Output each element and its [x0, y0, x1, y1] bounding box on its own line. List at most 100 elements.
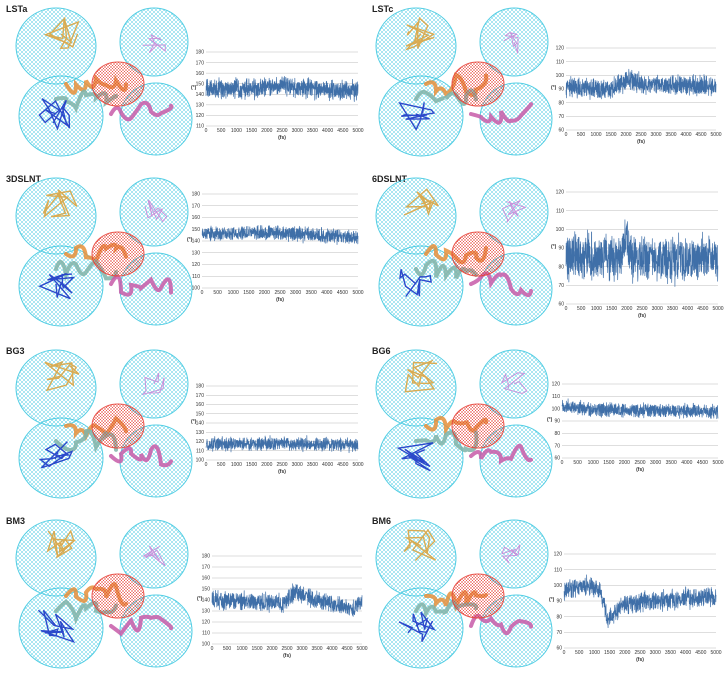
y-axis-label: (°) — [547, 417, 553, 423]
x-tick-label: 1500 — [251, 646, 262, 652]
x-tick-label: 1500 — [605, 132, 616, 138]
x-tick-label: 3000 — [290, 290, 301, 296]
y-tick-label: 120 — [196, 113, 205, 119]
x-tick-label: 1000 — [590, 132, 601, 138]
x-tick-label: 2500 — [634, 650, 645, 656]
x-tick-label: 0 — [201, 290, 204, 296]
y-tick-label: 150 — [192, 227, 201, 233]
x-tick-label: 1000 — [236, 646, 247, 652]
dihedral-angle-chart: 100 110 120 130 140 150 160 170 180 0 500 1000 1500 2… — [197, 554, 368, 659]
x-tick-label: 4000 — [682, 306, 693, 312]
panel-lsta: LSTa 110 120 130 140 150 160 170 180 0 500 1000 1500… — [0, 0, 364, 170]
x-tick-label: 4500 — [697, 460, 708, 466]
y-axis-label: (°) — [551, 244, 557, 250]
panel-bg3: BG3 100 110 120 130 140 150 160 170 180 0 500 1000 15… — [0, 342, 364, 512]
x-tick-label: 1500 — [246, 128, 257, 134]
x-tick-label: 5000 — [352, 128, 363, 134]
panel-title: 6DSLNT — [372, 174, 408, 184]
x-axis-label: (fs) — [637, 139, 645, 145]
x-tick-label: 3500 — [311, 646, 322, 652]
molecule-view — [366, 174, 556, 339]
x-tick-label: 0 — [563, 650, 566, 656]
x-tick-label: 3000 — [292, 128, 303, 134]
series-line — [565, 68, 717, 100]
y-tick-label: 100 — [192, 286, 201, 292]
x-axis-label: (fs) — [276, 297, 284, 303]
x-tick-label: 5000 — [356, 646, 367, 652]
dihedral-angle-chart: 100 110 120 130 140 150 160 170 180 0 500 1000 1500 2… — [187, 192, 364, 303]
x-tick-label: 4500 — [695, 132, 706, 138]
x-tick-label: 4500 — [697, 306, 708, 312]
density-mesh — [378, 587, 464, 669]
series-line — [211, 583, 363, 617]
y-tick-label: 100 — [202, 642, 211, 648]
y-tick-label: 60 — [558, 302, 564, 308]
y-tick-label: 180 — [192, 192, 201, 198]
x-tick-label: 2500 — [636, 306, 647, 312]
chart-bg3: 100 110 120 130 140 150 160 170 180 0 500 1000 1500 2… — [190, 382, 364, 475]
x-axis-label: (fs) — [278, 469, 286, 475]
x-tick-label: 4500 — [341, 646, 352, 652]
y-tick-label: 90 — [554, 419, 560, 425]
x-tick-label: 1000 — [231, 462, 242, 468]
molecule-view — [6, 346, 196, 511]
x-tick-label: 5000 — [712, 460, 723, 466]
x-tick-label: 3000 — [652, 306, 663, 312]
dihedral-angle-chart: 60 70 80 90 100 110 120 0 500 1000 1500 2000 2500 300… — [549, 552, 722, 663]
panel-bm3: BM3 100 110 120 130 140 150 160 170 180 0 500 1000 15… — [0, 512, 368, 682]
panel-title: BM3 — [6, 516, 26, 526]
panel-title: BG6 — [372, 346, 391, 356]
molecule-view — [6, 174, 196, 339]
panel-lstc: LSTc 60 70 80 90 100 110 120 0 500 1000 1500 2000 250… — [362, 0, 726, 170]
density-mesh — [375, 349, 457, 427]
x-tick-label: 5000 — [710, 132, 721, 138]
y-tick-label: 160 — [202, 576, 211, 582]
y-tick-label: 140 — [202, 598, 211, 604]
panel-title: LSTa — [6, 4, 28, 14]
y-tick-label: 70 — [554, 443, 560, 449]
binding-site-mesh — [91, 61, 145, 107]
y-tick-label: 70 — [558, 114, 564, 120]
x-axis-label: (fs) — [636, 657, 644, 663]
y-tick-label: 120 — [202, 620, 211, 626]
x-tick-label: 3500 — [666, 460, 677, 466]
x-axis-label: (fs) — [278, 135, 286, 141]
y-tick-label: 80 — [556, 614, 562, 620]
protein-structure-image — [15, 519, 193, 669]
y-tick-label: 110 — [556, 59, 564, 65]
y-tick-label: 110 — [202, 631, 210, 637]
y-tick-label: 170 — [196, 393, 205, 399]
density-mesh — [119, 82, 193, 156]
x-tick-label: 3500 — [665, 132, 676, 138]
density-mesh — [15, 7, 97, 85]
protein-structure-image — [375, 7, 553, 157]
x-tick-label: 2500 — [635, 132, 646, 138]
x-tick-label: 4000 — [680, 650, 691, 656]
x-tick-label: 5000 — [352, 462, 363, 468]
x-tick-label: 2000 — [259, 290, 270, 296]
x-tick-label: 0 — [561, 460, 564, 466]
x-tick-label: 3500 — [306, 290, 317, 296]
dihedral-angle-chart: 110 120 130 140 150 160 170 180 0 500 1000 1500 2000… — [191, 50, 364, 141]
x-tick-label: 4000 — [321, 290, 332, 296]
y-tick-label: 60 — [556, 646, 562, 652]
y-tick-label: 120 — [192, 262, 201, 268]
y-tick-label: 110 — [196, 124, 204, 130]
y-tick-label: 180 — [196, 50, 205, 56]
y-tick-label: 140 — [196, 421, 205, 427]
y-tick-label: 100 — [196, 458, 205, 464]
x-tick-label: 0 — [211, 646, 214, 652]
y-tick-label: 130 — [192, 250, 201, 256]
series-line — [201, 225, 359, 245]
y-tick-label: 140 — [192, 239, 201, 245]
density-mesh — [378, 245, 464, 327]
x-tick-label: 2000 — [266, 646, 277, 652]
x-tick-label: 4000 — [326, 646, 337, 652]
protein-structure-image — [15, 177, 193, 327]
x-tick-label: 3500 — [307, 128, 318, 134]
y-tick-label: 90 — [558, 246, 564, 252]
y-tick-label: 170 — [192, 203, 201, 209]
y-tick-label: 160 — [192, 215, 201, 221]
molecule-view — [6, 516, 196, 681]
binding-site-mesh — [451, 403, 505, 449]
